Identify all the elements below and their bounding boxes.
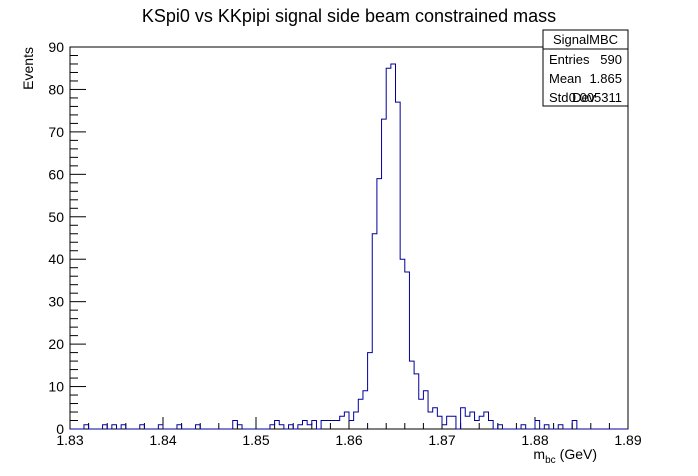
stats-stddev-value: 0.005311 [569,90,622,105]
x-axis-label-main: m [533,446,545,462]
y-tick-label: 70 [48,124,64,140]
x-tick-label: 1.89 [614,432,641,448]
y-tick-label: 60 [48,166,64,182]
x-tick-label: 1.88 [521,432,548,448]
y-axis-tick-labels: 0 10 20 30 40 50 60 70 80 90 [48,39,64,437]
y-axis-ticks [70,46,86,430]
stats-box-frame [542,29,629,107]
x-tick-label: 1.84 [149,432,176,448]
y-tick-label: 40 [48,251,64,267]
stats-stddev-label: Std Dev [549,90,596,105]
x-tick-label: 1.86 [335,432,362,448]
y-axis-label: Events [20,47,36,90]
chart-title: KSpi0 vs KKpipi signal side beam constra… [142,6,556,26]
y-tick-label: 0 [56,421,64,437]
y-tick-label: 10 [48,379,64,395]
y-tick-label: 30 [48,294,64,310]
stats-entries-value: 590 [600,52,622,67]
stats-entries-label: Entries [549,52,590,67]
x-tick-label: 1.87 [428,432,455,448]
x-tick-label: 1.85 [242,432,269,448]
stats-mean-label: Mean [549,71,582,86]
x-axis-label: mbc (GeV) [533,446,597,466]
x-tick-label: 1.83 [56,432,83,448]
x-axis-label-unit: (GeV) [560,446,597,462]
x-axis-label-subscript: bc [545,455,556,466]
y-tick-label: 20 [48,336,64,352]
stats-box-title: SignalMBC [553,32,618,47]
stats-mean-value: 1.865 [589,71,622,86]
y-tick-label: 90 [48,39,64,55]
stats-box: SignalMBC Entries 590 Mean 1.865 Std Dev… [542,29,629,107]
y-tick-label: 80 [48,81,64,97]
x-axis-tick-labels: 1.83 1.84 1.85 1.86 1.87 1.88 1.89 [56,432,641,448]
y-tick-label: 50 [48,209,64,225]
histogram-series-line [70,63,628,430]
